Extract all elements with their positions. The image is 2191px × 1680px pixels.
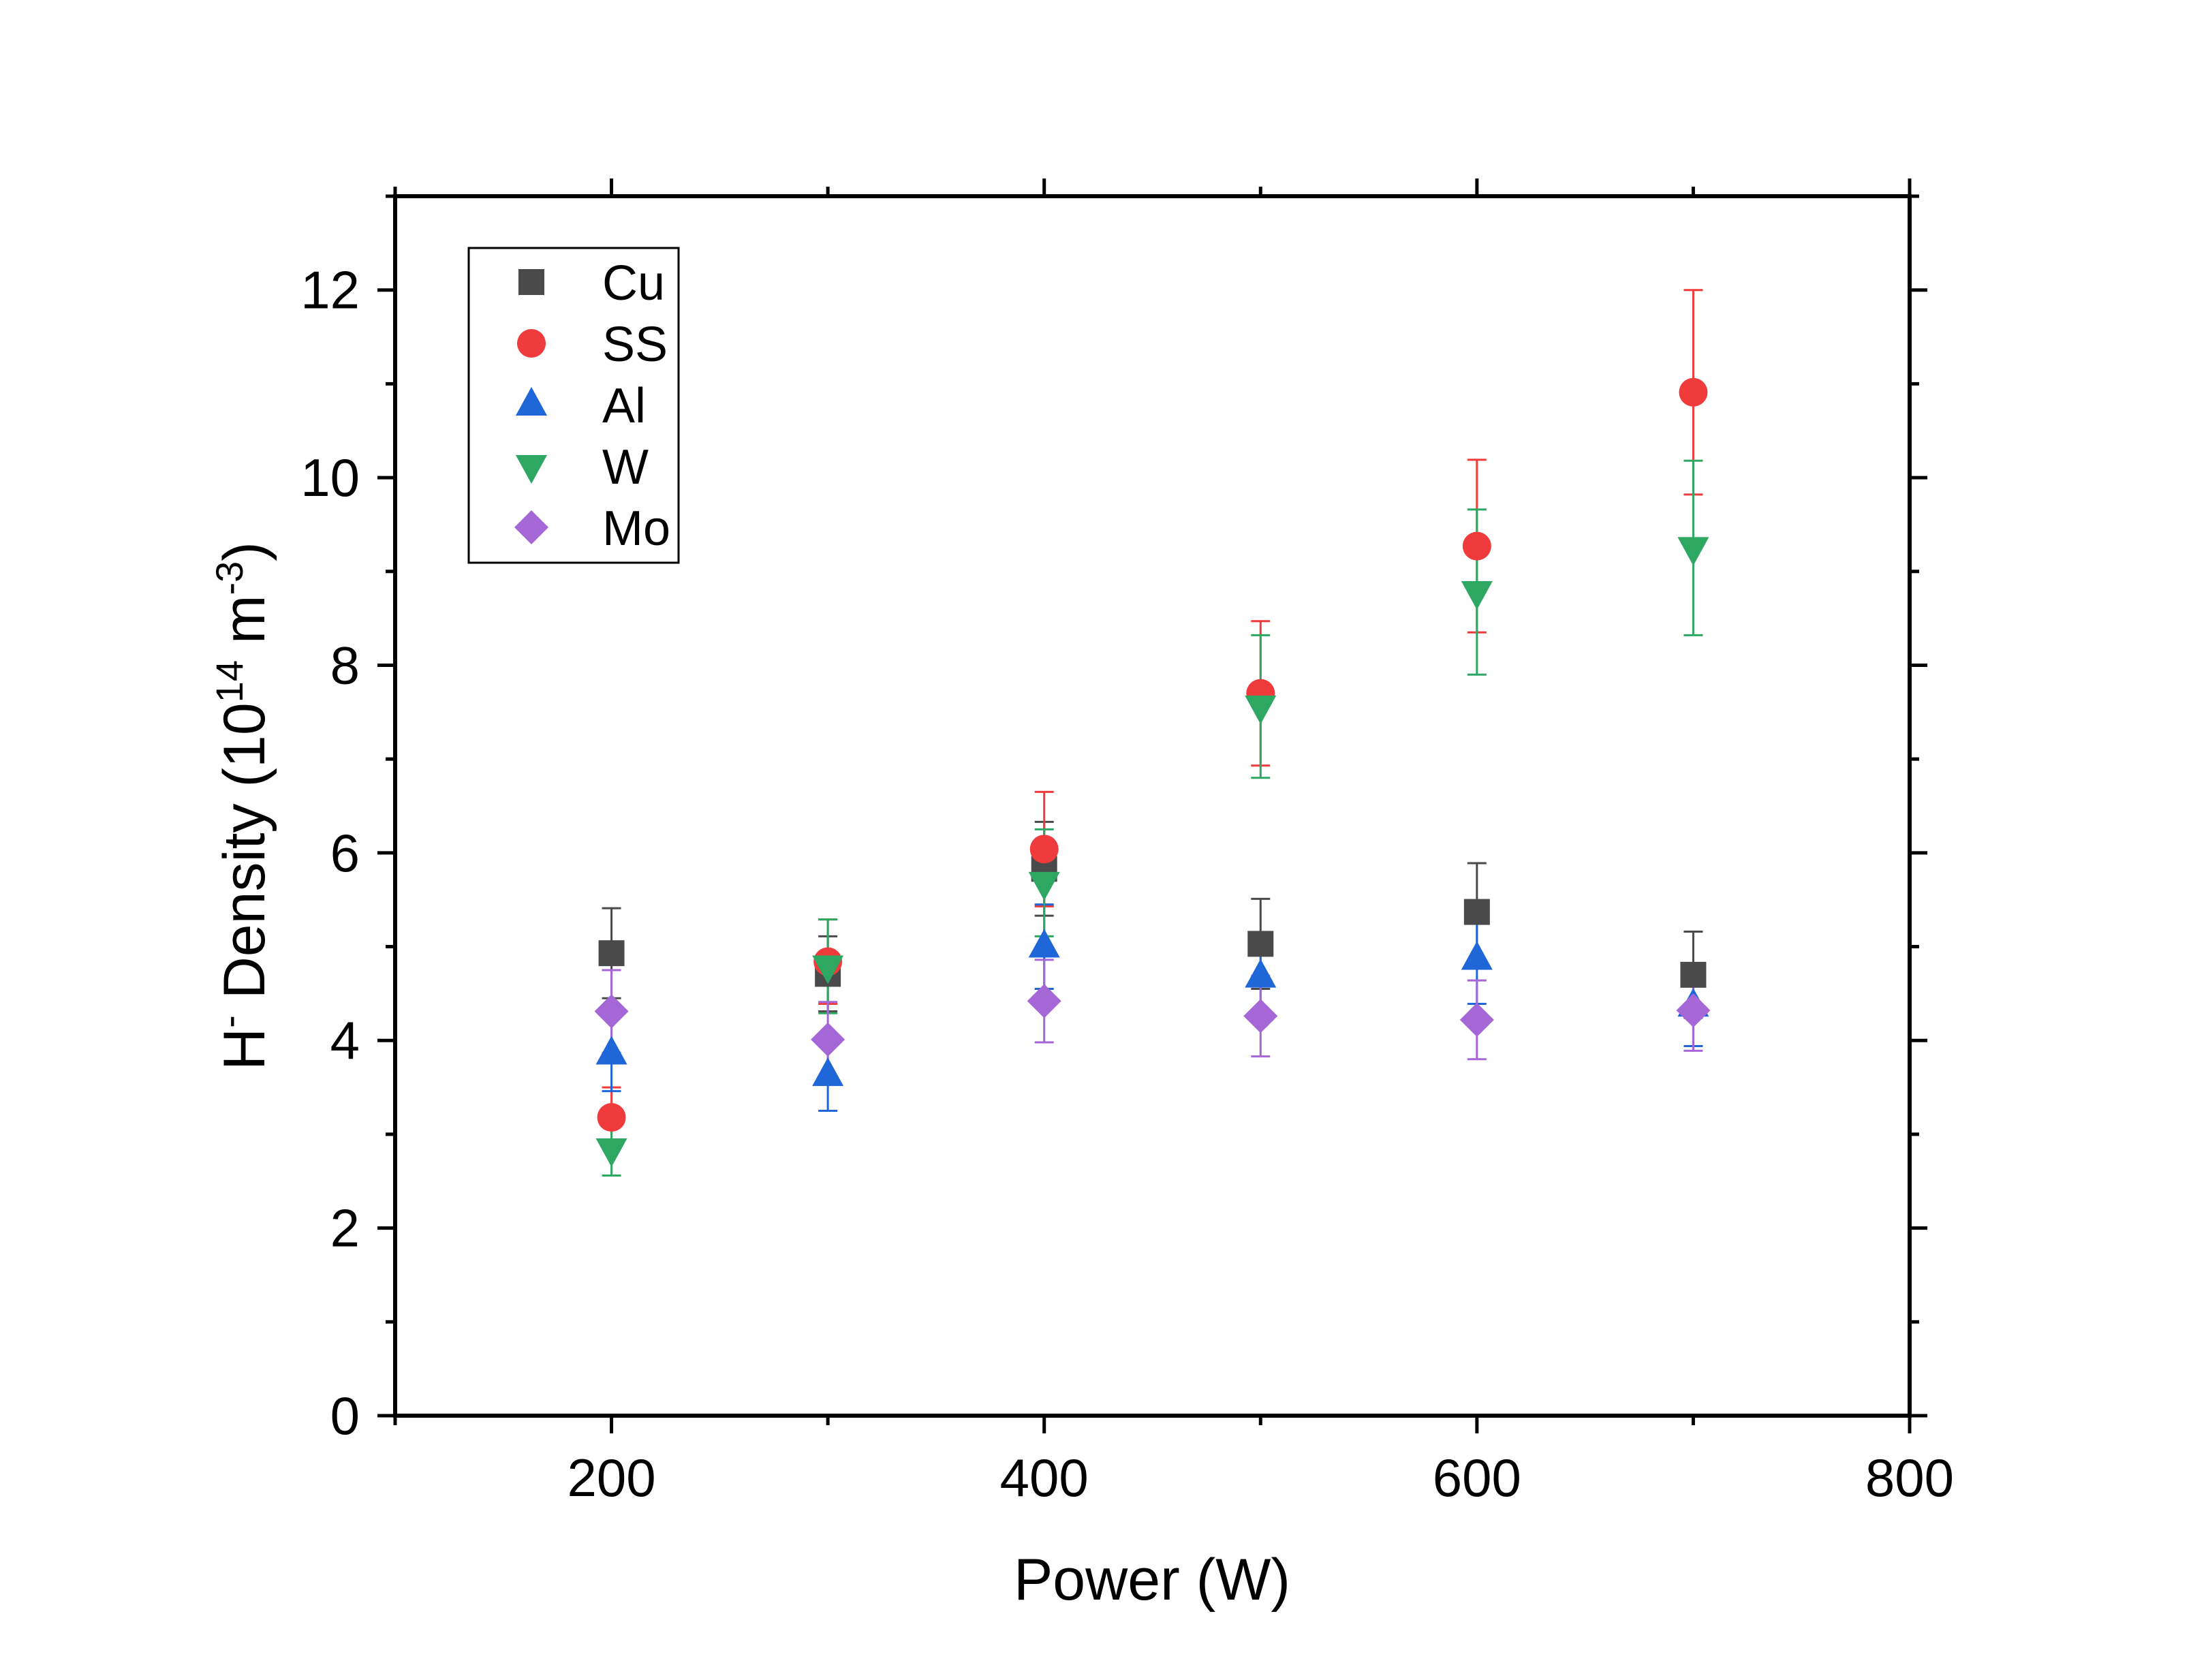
point-cu	[598, 940, 625, 967]
y-tick-label: 12	[300, 260, 360, 320]
point-al	[1245, 959, 1277, 988]
legend-marker-al	[516, 387, 547, 416]
x-tick-label: 400	[1000, 1448, 1089, 1508]
point-w	[812, 955, 844, 984]
point-w	[1245, 696, 1277, 725]
y-tick-label: 4	[330, 1010, 360, 1070]
point-ss	[1462, 531, 1491, 561]
plot-frame	[393, 194, 1912, 1418]
point-ss	[597, 1103, 626, 1132]
x-tick-label: 800	[1865, 1448, 1954, 1508]
x-tick-label: 600	[1433, 1448, 1521, 1508]
point-al	[812, 1057, 844, 1087]
legend-box	[467, 247, 680, 564]
legend-label-mo: Mo	[602, 501, 670, 556]
y-tick-label: 8	[330, 635, 360, 695]
point-w	[1461, 581, 1493, 610]
point-mo	[811, 1022, 845, 1057]
point-cu	[1680, 961, 1707, 988]
point-cu	[1463, 899, 1490, 925]
point-mo	[594, 994, 629, 1029]
legend-marker-w	[516, 455, 547, 484]
point-cu	[1247, 931, 1274, 957]
x-tick-label: 200	[568, 1448, 656, 1508]
point-w	[595, 1138, 627, 1167]
legend-label-cu: Cu	[602, 256, 665, 311]
point-w	[1028, 871, 1060, 901]
y-tick-label: 0	[330, 1386, 360, 1446]
y-axis-title: H- Density (1014 m-3)	[208, 542, 277, 1070]
point-mo	[1243, 999, 1278, 1033]
x-axis-title: Power (W)	[1014, 1547, 1290, 1613]
legend-marker-cu	[518, 269, 544, 295]
legend: Cu SS Al W Mo	[467, 247, 680, 564]
y-tick-label: 2	[330, 1198, 360, 1258]
legend-label-w: W	[602, 440, 649, 495]
point-al	[595, 1036, 627, 1065]
legend-marker-mo	[514, 510, 548, 544]
legend-label-al: Al	[602, 379, 646, 433]
legend-label-ss: SS	[602, 317, 668, 372]
point-ss	[1679, 377, 1708, 407]
point-al	[1028, 929, 1060, 958]
y-tick-label: 6	[330, 823, 360, 883]
point-mo	[1459, 1002, 1494, 1037]
point-w	[1677, 537, 1709, 566]
point-ss	[1029, 835, 1059, 864]
point-mo	[1027, 984, 1061, 1018]
point-mo	[1676, 993, 1711, 1028]
point-al	[1461, 941, 1493, 970]
legend-marker-ss	[517, 329, 546, 358]
y-tick-label: 10	[300, 448, 360, 508]
